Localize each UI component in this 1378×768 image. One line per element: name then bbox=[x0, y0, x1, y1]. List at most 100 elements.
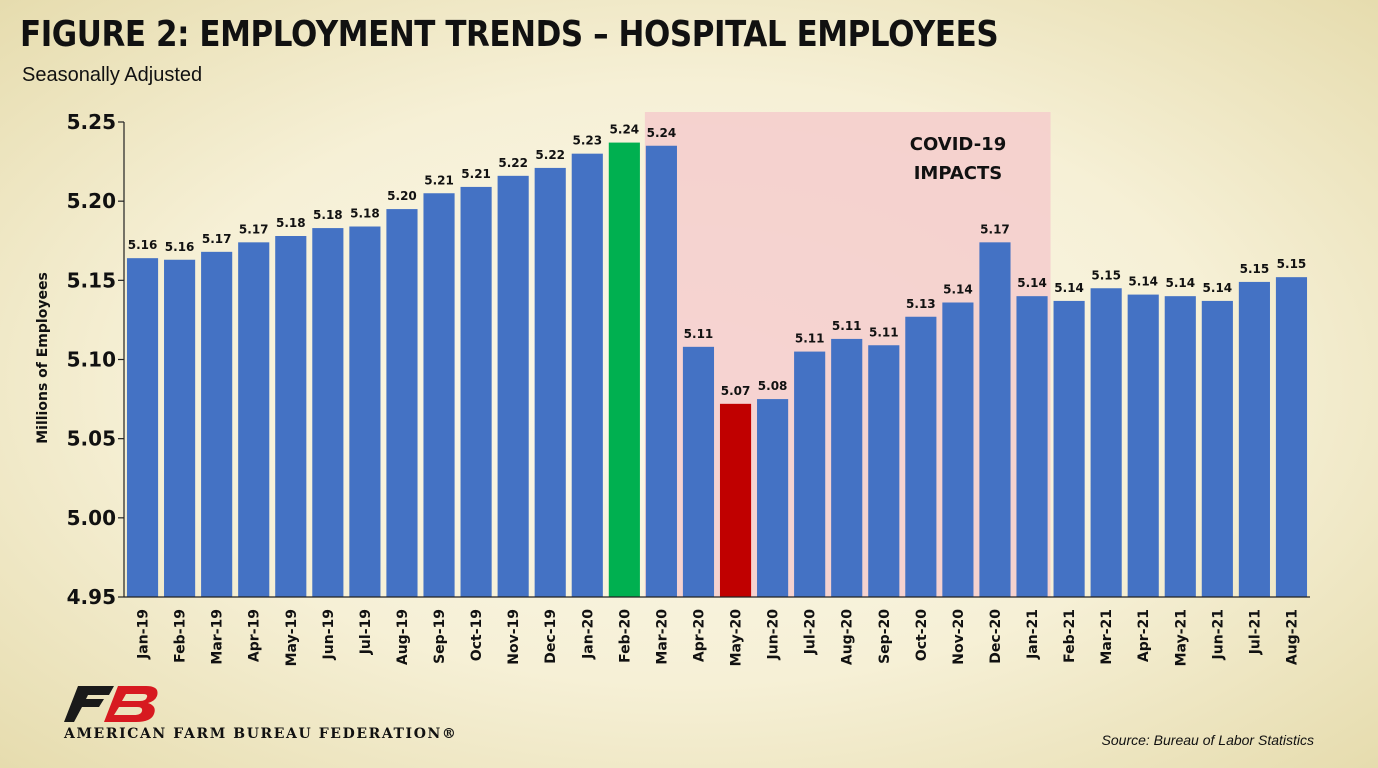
x-tick-apr-19: Apr-19 bbox=[247, 609, 263, 662]
bar-nov-19 bbox=[497, 175, 529, 598]
x-tick-aug-21: Aug-21 bbox=[1284, 609, 1300, 665]
x-tick-feb-21: Feb-21 bbox=[1062, 609, 1078, 663]
x-tick-mar-21: Mar-21 bbox=[1099, 609, 1115, 665]
data-label-aug-20: 5.11 bbox=[832, 319, 862, 333]
bar-apr-19 bbox=[238, 242, 270, 598]
x-tick-mar-19: Mar-19 bbox=[210, 609, 226, 665]
y-axis-label: Millions of Employees bbox=[35, 272, 51, 444]
bar-may-20 bbox=[719, 403, 752, 597]
data-label-jul-20: 5.11 bbox=[795, 332, 825, 346]
data-label-mar-21: 5.15 bbox=[1091, 268, 1121, 282]
data-label-oct-19: 5.21 bbox=[461, 167, 491, 181]
data-label-apr-21: 5.14 bbox=[1128, 275, 1158, 289]
bar-may-19 bbox=[275, 236, 307, 597]
y-tick-5-20: 5.20 bbox=[67, 189, 116, 213]
bar-jan-19 bbox=[126, 258, 159, 597]
y-tick-5-05: 5.05 bbox=[67, 427, 116, 451]
bar-oct-20 bbox=[905, 316, 937, 597]
data-label-mar-20: 5.24 bbox=[647, 126, 677, 140]
x-tick-jun-21: Jun-21 bbox=[1210, 609, 1226, 660]
data-label-jun-21: 5.14 bbox=[1203, 281, 1233, 295]
bar-feb-21 bbox=[1053, 300, 1085, 597]
data-label-apr-19: 5.17 bbox=[239, 222, 269, 236]
x-tick-oct-20: Oct-20 bbox=[914, 609, 930, 661]
x-tick-oct-19: Oct-19 bbox=[469, 609, 485, 661]
bar-jun-19 bbox=[312, 228, 344, 598]
x-tick-jul-21: Jul-21 bbox=[1247, 609, 1263, 655]
axis-layer: Jan-19 Feb-19 Mar-19 Apr-19 May-19 Jun-19 Jul-… bbox=[67, 110, 1310, 666]
bar-feb-20 bbox=[608, 142, 640, 598]
data-label-jan-19: 5.16 bbox=[128, 238, 158, 252]
source-note: Source: Bureau of Labor Statistics bbox=[1101, 732, 1314, 748]
bar-jul-19 bbox=[349, 226, 381, 597]
chart-title: FIGURE 2: EMPLOYMENT TRENDS – HOSPITAL E… bbox=[20, 14, 999, 55]
data-label-mar-19: 5.17 bbox=[202, 232, 232, 246]
x-tick-aug-20: Aug-20 bbox=[840, 609, 856, 665]
bar-jul-20 bbox=[794, 351, 826, 597]
bar-jan-20 bbox=[571, 153, 603, 597]
data-label-jun-19: 5.18 bbox=[313, 208, 343, 222]
x-tick-apr-20: Apr-20 bbox=[691, 609, 707, 662]
data-label-feb-21: 5.14 bbox=[1054, 281, 1084, 295]
data-label-dec-19: 5.22 bbox=[535, 148, 565, 162]
x-tick-jan-20: Jan-20 bbox=[580, 609, 596, 660]
data-label-nov-20: 5.14 bbox=[943, 283, 973, 297]
x-tick-mar-20: Mar-20 bbox=[654, 609, 670, 665]
bar-dec-20 bbox=[979, 242, 1011, 598]
y-tick-5-00: 5.00 bbox=[67, 506, 116, 530]
data-label-sep-20: 5.11 bbox=[869, 325, 899, 339]
afbf-logo-icon bbox=[64, 686, 158, 722]
data-label-may-20: 5.07 bbox=[721, 384, 751, 398]
x-tick-jul-20: Jul-20 bbox=[803, 609, 819, 656]
x-tick-jun-20: Jun-20 bbox=[766, 609, 782, 661]
bar-jun-21 bbox=[1201, 300, 1233, 597]
x-tick-may-20: May-20 bbox=[729, 609, 745, 667]
data-label-sep-19: 5.21 bbox=[424, 173, 454, 187]
x-tick-jun-19: Jun-19 bbox=[321, 609, 337, 660]
bar-mar-21 bbox=[1090, 288, 1122, 597]
y-tick-5-10: 5.10 bbox=[67, 348, 116, 372]
bar-nov-20 bbox=[942, 302, 974, 597]
y-tick-5-25: 5.25 bbox=[67, 110, 116, 134]
x-tick-jan-19: Jan-19 bbox=[136, 609, 152, 660]
data-label-feb-20: 5.24 bbox=[610, 123, 640, 137]
x-tick-feb-20: Feb-20 bbox=[617, 609, 633, 663]
bar-aug-21 bbox=[1275, 277, 1308, 597]
bar-dec-19 bbox=[534, 167, 566, 597]
bar-mar-19 bbox=[201, 251, 233, 598]
data-label-feb-19: 5.16 bbox=[165, 240, 195, 254]
data-label-oct-20: 5.13 bbox=[906, 297, 936, 311]
x-tick-may-21: May-21 bbox=[1173, 609, 1189, 666]
data-label-may-21: 5.14 bbox=[1165, 276, 1195, 290]
data-label-may-19: 5.18 bbox=[276, 216, 306, 230]
bar-apr-20 bbox=[682, 346, 715, 597]
bar-apr-21 bbox=[1127, 294, 1159, 597]
bar-may-21 bbox=[1164, 296, 1196, 597]
bar-mar-20 bbox=[645, 145, 677, 597]
bar-feb-19 bbox=[164, 259, 196, 597]
data-label-jun-20: 5.08 bbox=[758, 379, 788, 393]
data-label-jul-21: 5.15 bbox=[1240, 262, 1270, 276]
data-label-apr-20: 5.11 bbox=[684, 327, 714, 341]
bar-aug-20 bbox=[831, 338, 863, 597]
annotation-line-1: COVID-19 bbox=[910, 134, 1006, 155]
data-label-nov-19: 5.22 bbox=[498, 156, 528, 170]
x-tick-sep-20: Sep-20 bbox=[877, 609, 893, 664]
bar-sep-20 bbox=[868, 345, 900, 597]
annotation-line-2: IMPACTS bbox=[914, 163, 1003, 184]
data-label-jul-19: 5.18 bbox=[350, 207, 380, 221]
chart-subtitle: Seasonally Adjusted bbox=[22, 64, 203, 86]
bar-jan-21 bbox=[1016, 296, 1048, 597]
x-tick-sep-19: Sep-19 bbox=[432, 609, 448, 664]
bars-layer bbox=[126, 142, 1308, 598]
x-tick-nov-20: Nov-20 bbox=[951, 609, 967, 665]
data-label-aug-21: 5.15 bbox=[1277, 257, 1307, 271]
bar-sep-19 bbox=[423, 193, 455, 597]
data-labels-layer: 5.16 5.16 5.17 5.17 5.18 5.18 5.18 5.20 5.21 5.21… bbox=[128, 123, 1307, 398]
x-tick-aug-19: Aug-19 bbox=[395, 609, 411, 665]
x-tick-feb-19: Feb-19 bbox=[173, 609, 189, 663]
x-tick-apr-21: Apr-21 bbox=[1136, 609, 1152, 662]
bar-aug-19 bbox=[386, 209, 418, 598]
bar-jul-21 bbox=[1238, 281, 1270, 597]
